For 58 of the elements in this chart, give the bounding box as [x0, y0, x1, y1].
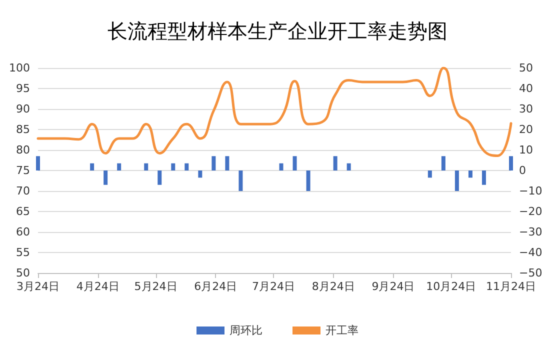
- y2-tick-label: 40: [519, 82, 533, 95]
- y-tick-label: 60: [16, 226, 30, 238]
- bar: [333, 156, 338, 170]
- x-tick-label: 6月24日: [194, 280, 238, 293]
- bar: [346, 163, 351, 170]
- y2-tick-label: −50: [519, 266, 542, 280]
- y2-tick-label: −20: [519, 205, 542, 218]
- y-tick-label: 90: [16, 102, 30, 116]
- x-tick-label: 3月24日: [16, 280, 60, 293]
- x-tick-label: 7月24日: [252, 280, 296, 293]
- line-series: [36, 66, 512, 157]
- y-tick-label: 65: [16, 205, 30, 218]
- y-tick-label: 70: [16, 184, 30, 198]
- y-tick-label: 95: [16, 82, 30, 95]
- bar: [279, 163, 284, 170]
- y-tick-label: 85: [16, 123, 30, 136]
- y2-tick-label: 30: [519, 102, 533, 116]
- bar: [212, 156, 216, 170]
- bar: [117, 163, 122, 170]
- x-tick-label: 4月24日: [76, 280, 120, 293]
- bar: [292, 156, 297, 170]
- y2-tick-label: −30: [519, 226, 542, 238]
- bar: [144, 163, 148, 170]
- bar: [454, 170, 459, 191]
- x-tick-label: 5月24日: [134, 280, 178, 293]
- x-tick-label: 8月24日: [312, 280, 355, 293]
- y-tick-label: 80: [16, 144, 30, 156]
- y2-tick-label: −40: [519, 246, 542, 259]
- bar: [171, 163, 176, 170]
- y-tick-label: 50: [16, 266, 30, 280]
- bar: [306, 170, 310, 191]
- y2-tick-label: 10: [519, 144, 533, 156]
- bar: [509, 156, 513, 170]
- legend-label: 周环比: [230, 324, 262, 337]
- bar: [225, 156, 230, 170]
- y-tick-label: 55: [16, 246, 30, 259]
- bar: [468, 170, 472, 178]
- bar: [482, 170, 486, 185]
- legend-label: 开工率: [326, 324, 358, 337]
- y2-tick-label: 50: [519, 62, 533, 74]
- y-tick-label: 100: [9, 62, 30, 74]
- x-tick-label: 10月24日: [426, 280, 476, 293]
- bar: [184, 163, 189, 170]
- y2-tick-label: 20: [519, 123, 533, 136]
- chart-title: 长流程型材样本生产企业开工率走势图: [108, 19, 448, 43]
- y2-tick-label: −10: [519, 184, 542, 198]
- x-tick-label: 9月24日: [372, 280, 415, 293]
- bar: [104, 170, 108, 185]
- bar: [238, 170, 243, 191]
- y2-tick-label: 0: [519, 164, 526, 177]
- bar: [90, 163, 94, 170]
- bar: [158, 170, 162, 185]
- bar: [428, 170, 432, 178]
- y-tick-label: 75: [16, 164, 30, 177]
- bar: [36, 156, 40, 170]
- bar: [198, 170, 202, 178]
- bar: [441, 156, 446, 170]
- x-tick-label: 11月24日: [486, 280, 536, 293]
